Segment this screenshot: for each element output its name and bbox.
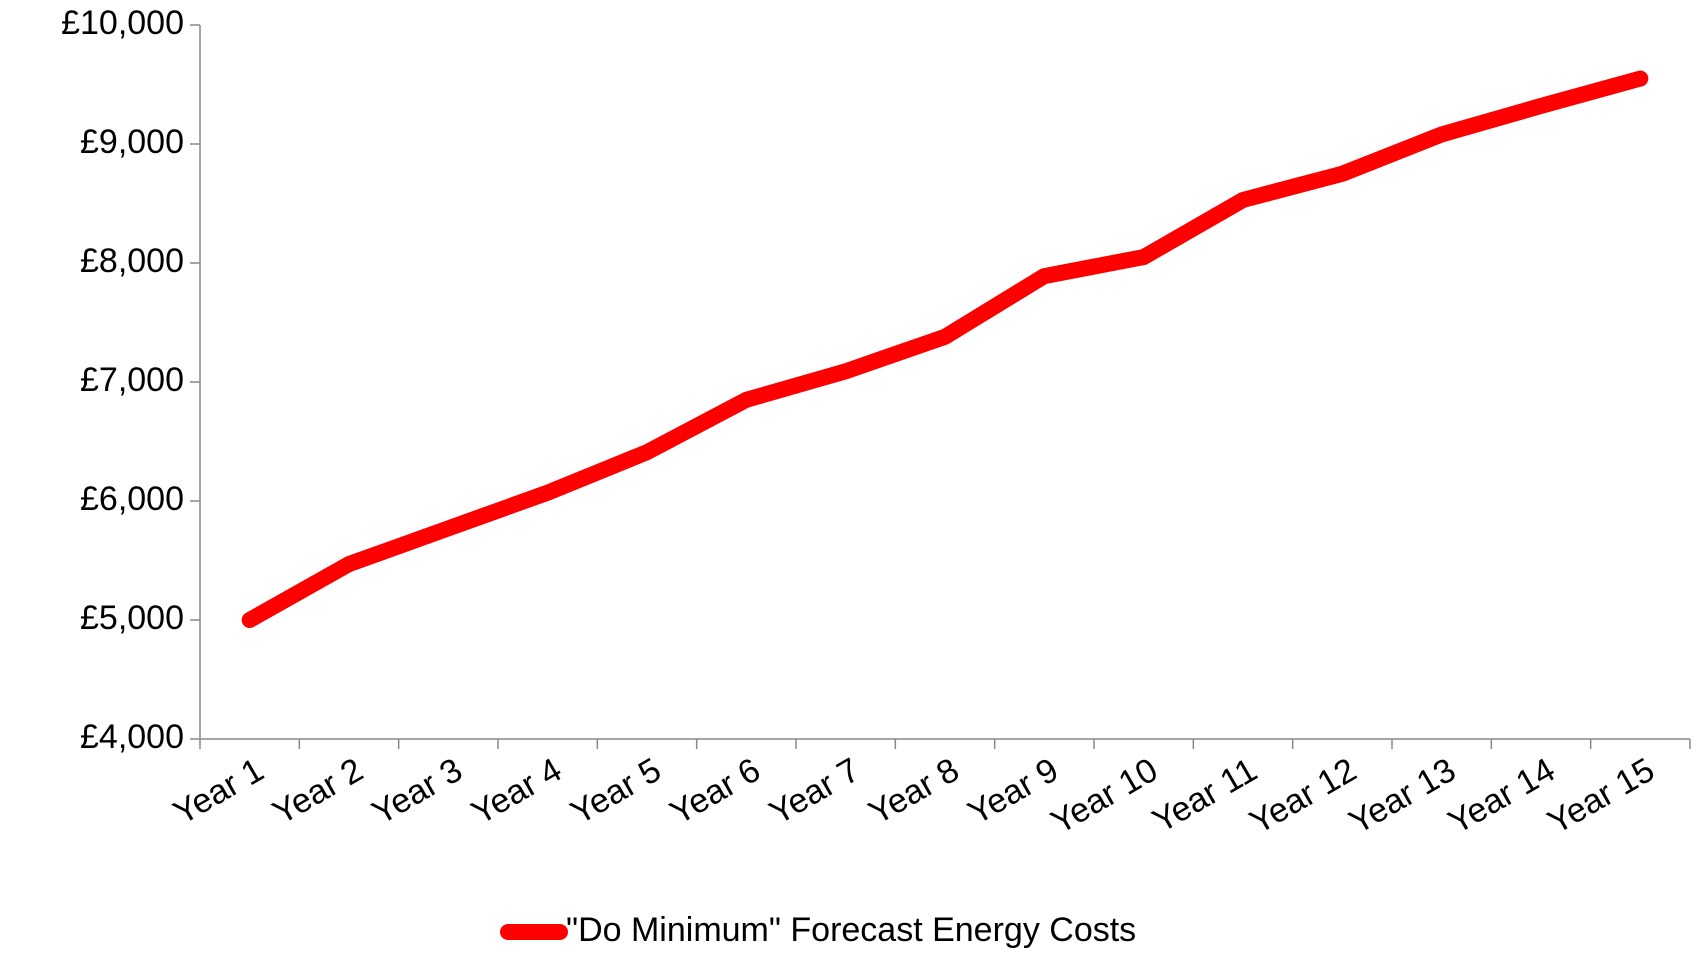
x-tick-label: Year 10 [1045,751,1164,842]
x-tick-label: Year 11 [1146,751,1263,841]
x-tick-label: Year 7 [763,751,866,832]
y-tick-label: £6,000 [80,480,184,518]
y-tick-label: £7,000 [80,361,184,399]
x-tick-label: Year 9 [962,751,1065,832]
x-tick-label: Year 4 [465,751,568,832]
x-tick-label: Year 14 [1442,751,1561,842]
x-tick-label: Year 6 [664,751,767,832]
y-tick-label: £10,000 [61,4,184,42]
y-tick-label: £8,000 [80,242,184,280]
y-tick-label: £9,000 [80,123,184,161]
x-tick-label: Year 2 [266,751,369,832]
x-tick-label: Year 8 [862,751,965,832]
x-tick-label: Year 3 [366,751,469,832]
y-tick-label: £4,000 [80,718,184,756]
x-tick-label: Year 5 [564,751,667,832]
line [241,70,1649,628]
x-tick-label: Year 13 [1343,751,1462,842]
y-tick-label: £5,000 [80,599,184,637]
x-tick-label: Year 15 [1541,751,1660,842]
x-tick-label: Year 1 [167,751,270,832]
x-tick-label: Year 12 [1243,751,1362,842]
legend-label: "Do Minimum" Forecast Energy Costs [566,911,1136,949]
